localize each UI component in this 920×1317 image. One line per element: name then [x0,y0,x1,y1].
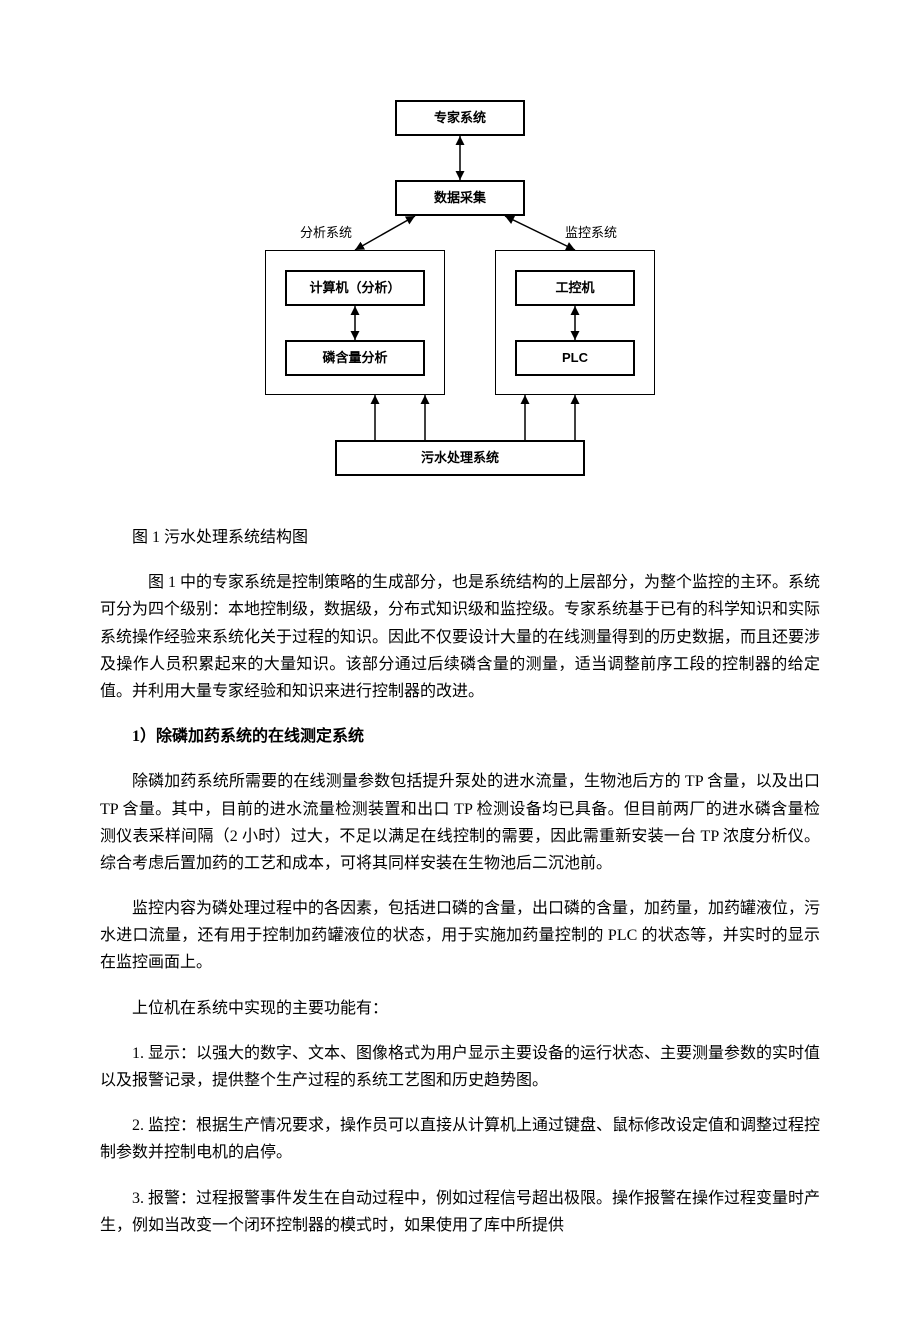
node-sewage: 污水处理系统 [335,440,585,476]
group-monitor-label: 监控系统 [565,222,617,244]
node-acquire: 数据采集 [395,180,525,216]
diagram-container: 专家系统 数据采集 计算机（分析） 工控机 磷含量分析 PLC 污水处理系统 分… [100,100,820,500]
node-ipc-label: 工控机 [555,277,594,299]
paragraph-4: 上位机在系统中实现的主要功能有： [100,995,820,1022]
node-calc: 计算机（分析） [285,270,425,306]
node-sewage-label: 污水处理系统 [421,447,499,469]
node-calc-label: 计算机（分析） [309,277,400,299]
node-expert: 专家系统 [395,100,525,136]
paragraph-5: 1. 显示：以强大的数字、文本、图像格式为用户显示主要设备的运行状态、主要测量参… [100,1040,820,1094]
node-expert-label: 专家系统 [434,107,486,129]
node-plc-label: PLC [562,347,588,369]
paragraph-3: 监控内容为磷处理过程中的各因素，包括进口磷的含量，出口磷的含量，加药量，加药罐液… [100,895,820,977]
figure-caption: 图 1 污水处理系统结构图 [100,524,820,551]
node-pcontent-label: 磷含量分析 [322,347,387,369]
node-acquire-label: 数据采集 [434,187,486,209]
node-plc: PLC [515,340,635,376]
node-ipc: 工控机 [515,270,635,306]
paragraph-7: 3. 报警：过程报警事件发生在自动过程中，例如过程信号超出极限。操作报警在操作过… [100,1185,820,1239]
paragraph-2: 除磷加药系统所需要的在线测量参数包括提升泵处的进水流量，生物池后方的 TP 含量… [100,768,820,877]
paragraph-1: 图 1 中的专家系统是控制策略的生成部分，也是系统结构的上层部分，为整个监控的主… [100,569,820,705]
group-analysis-label: 分析系统 [300,222,352,244]
paragraph-6: 2. 监控：根据生产情况要求，操作员可以直接从计算机上通过键盘、鼠标修改设定值和… [100,1112,820,1166]
system-structure-diagram: 专家系统 数据采集 计算机（分析） 工控机 磷含量分析 PLC 污水处理系统 分… [235,100,685,500]
node-pcontent: 磷含量分析 [285,340,425,376]
section-heading-1: 1）除磷加药系统的在线测定系统 [100,723,820,750]
